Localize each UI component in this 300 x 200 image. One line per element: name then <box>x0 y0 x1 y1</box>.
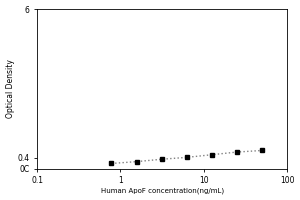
X-axis label: Human ApoF concentration(ng/mL): Human ApoF concentration(ng/mL) <box>100 188 224 194</box>
Y-axis label: Optical Density: Optical Density <box>6 59 15 118</box>
